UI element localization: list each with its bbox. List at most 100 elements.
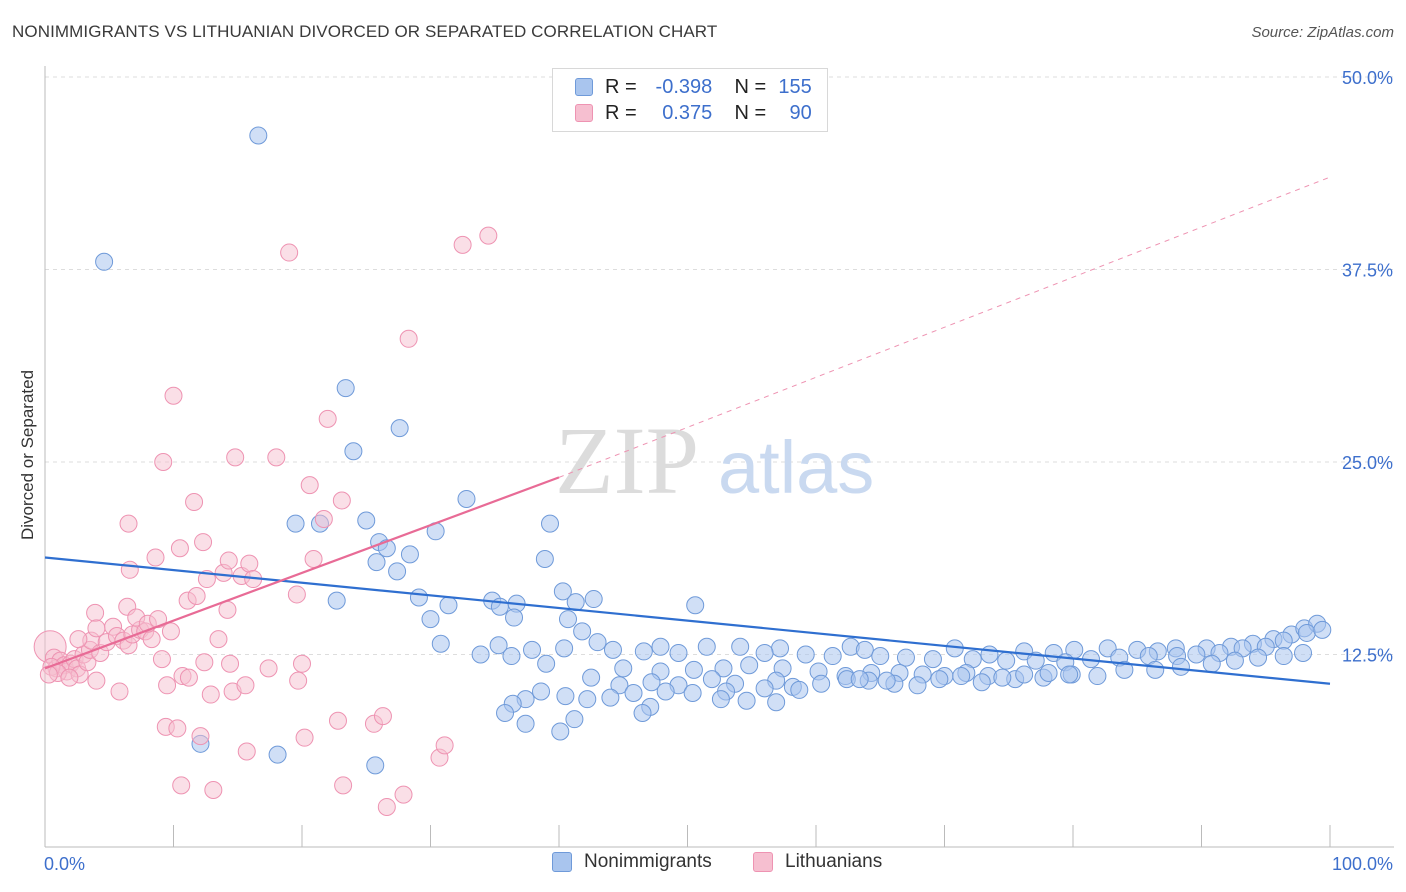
y-tick-label: 12.5% (1342, 646, 1393, 666)
point-nonimmigrants (771, 639, 790, 658)
point-lithuanians (314, 509, 333, 528)
y-axis-label: Divorced or Separated (18, 370, 37, 540)
point-nonimmigrants (634, 642, 653, 661)
point-nonimmigrants (1171, 657, 1190, 676)
point-nonimmigrants (610, 676, 629, 695)
series-lithuanians (33, 226, 498, 816)
point-nonimmigrants (505, 608, 524, 627)
legend-r-value: 0.375 (662, 101, 713, 124)
point-nonimmigrants (588, 633, 607, 652)
point-nonimmigrants (796, 645, 815, 664)
point-lithuanians (237, 742, 256, 761)
point-lithuanians (221, 654, 240, 673)
point-nonimmigrants (923, 650, 942, 669)
point-nonimmigrants (366, 756, 385, 775)
tick-labels: 12.5% 25.0% 37.5% 50.0% 0.0% 100.0% (44, 68, 1393, 874)
point-nonimmigrants (755, 643, 774, 662)
point-nonimmigrants (1294, 643, 1313, 662)
point-nonimmigrants (541, 514, 560, 533)
bottom-legend-swatch-blue (552, 852, 572, 872)
point-lithuanians (295, 728, 314, 747)
point-lithuanians (60, 668, 79, 687)
point-nonimmigrants (855, 640, 874, 659)
y-tick-label: 37.5% (1342, 261, 1393, 281)
point-lithuanians (170, 539, 189, 558)
point-nonimmigrants (537, 654, 556, 673)
point-nonimmigrants (737, 691, 756, 710)
point-lithuanians (154, 453, 173, 471)
bottom-legend-label: Nonimmigrants (584, 851, 712, 872)
point-lithuanians (226, 448, 245, 467)
trend-line-lithuanians (44, 476, 560, 670)
point-nonimmigrants (980, 645, 999, 664)
point-nonimmigrants (633, 704, 652, 723)
point-nonimmigrants (1297, 623, 1316, 642)
source-label: Source: ZipAtlas.com (1251, 24, 1394, 41)
point-lithuanians (87, 619, 106, 638)
point-lithuanians (152, 650, 171, 669)
point-lithuanians (146, 548, 165, 567)
point-lithuanians (289, 671, 308, 690)
legend-r-label: R = (605, 101, 637, 124)
point-nonimmigrants (439, 596, 458, 615)
legend-n-value: 155 (778, 75, 812, 98)
bottom-legend-lithuanians: Lithuanians (753, 851, 882, 873)
point-nonimmigrants (1060, 665, 1079, 684)
point-nonimmigrants (908, 676, 927, 695)
point-lithuanians (149, 610, 168, 629)
point-nonimmigrants (523, 640, 542, 659)
point-nonimmigrants (1225, 651, 1244, 670)
point-lithuanians (293, 654, 311, 673)
legend-swatch-blue (575, 78, 593, 96)
legend-r-value: -0.398 (655, 75, 713, 98)
point-nonimmigrants (457, 489, 476, 508)
legend-n-label: N = (734, 101, 767, 124)
point-lithuanians (236, 676, 255, 695)
point-nonimmigrants (812, 674, 831, 693)
point-nonimmigrants (357, 511, 376, 530)
point-nonimmigrants (1088, 667, 1107, 686)
point-lithuanians (39, 665, 58, 684)
legend: R = -0.398 N = 155 R = 0.375 N = 90 (552, 68, 828, 132)
point-nonimmigrants (471, 645, 490, 664)
point-lithuanians (240, 554, 259, 573)
point-lithuanians (187, 586, 206, 605)
point-lithuanians (259, 659, 278, 678)
point-nonimmigrants (573, 622, 592, 641)
point-lithuanians (280, 243, 299, 262)
trend-line-lithuanians-extended (558, 176, 1331, 478)
point-nonimmigrants (656, 682, 675, 701)
point-lithuanians (435, 736, 454, 755)
point-nonimmigrants (489, 636, 508, 655)
point-lithuanians (332, 491, 351, 510)
point-nonimmigrants (1026, 651, 1045, 670)
point-nonimmigrants (249, 126, 268, 145)
point-nonimmigrants (1313, 620, 1332, 639)
point-nonimmigrants (1015, 665, 1034, 684)
point-lithuanians (267, 448, 286, 467)
point-nonimmigrants (997, 651, 1016, 670)
point-lithuanians (201, 685, 220, 704)
point-lithuanians (377, 797, 396, 816)
bottom-legend-nonimmigrants: Nonimmigrants (552, 851, 712, 873)
point-nonimmigrants (642, 673, 661, 692)
y-tick-label: 50.0% (1342, 68, 1393, 88)
point-nonimmigrants (1249, 648, 1268, 667)
point-nonimmigrants (516, 714, 535, 733)
point-nonimmigrants (755, 679, 774, 698)
point-nonimmigrants (1187, 645, 1206, 664)
point-nonimmigrants (624, 684, 643, 702)
point-lithuanians (110, 682, 129, 701)
legend-row-lithuanians: R = 0.375 N = 90 (575, 102, 812, 124)
point-nonimmigrants (532, 682, 551, 701)
point-nonimmigrants (714, 659, 733, 678)
point-lithuanians (318, 409, 337, 428)
point-lithuanians (191, 727, 210, 746)
point-lithuanians (158, 676, 177, 695)
point-lithuanians (328, 711, 347, 730)
point-nonimmigrants (731, 637, 750, 656)
point-nonimmigrants (896, 648, 915, 667)
point-nonimmigrants (993, 668, 1012, 687)
point-nonimmigrants (711, 690, 730, 709)
